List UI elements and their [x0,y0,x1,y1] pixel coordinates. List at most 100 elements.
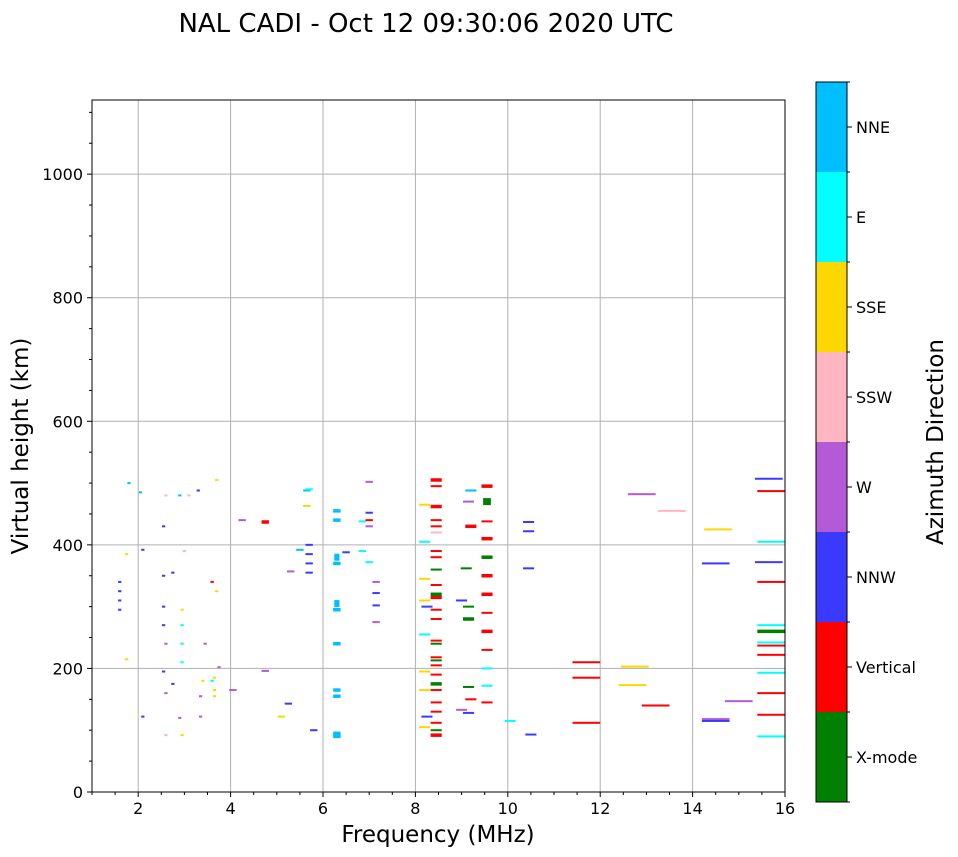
echo-mark-vertical [430,733,442,737]
echo-mark-vertical [430,595,442,600]
x-tick-label: 8 [410,799,420,818]
echo-mark-nne [334,600,340,608]
echo-mark-w [164,642,168,645]
echo-mark-nnw [701,719,730,722]
echo-mark-vertical [430,504,442,509]
echo-mark-w [164,692,168,695]
echo-mark-nnw [421,715,433,718]
echo-mark-vertical [430,673,442,676]
x-axis-label: Frequency (MHz) [341,822,534,848]
colorbar-segment-nne [816,82,847,172]
echo-mark-e [180,661,184,664]
echo-mark-nnw [161,670,166,673]
echo-mark-sse [618,684,647,687]
echo-mark-x-mode [481,555,493,559]
echo-mark-nne [333,694,341,698]
echo-mark-vertical [465,524,477,529]
colorbar-segment-w [816,442,847,532]
echo-mark-vertical [757,692,785,695]
echo-mark-nne [333,509,341,513]
echo-mark-nne [465,489,477,492]
echo-mark-w [627,493,656,496]
echo-mark-x-mode [430,659,442,662]
echo-mark-vertical [430,485,442,488]
echo-mark-vertical [430,656,442,659]
echo-mark-w [372,580,380,583]
y-axis-ticks: 0 200 400 600 800 1000 [42,111,92,802]
echo-mark-x-mode [430,729,442,732]
echo-mark-vertical [481,574,493,578]
echo-mark-nnw [456,599,468,602]
echo-mark-e [419,540,431,543]
echo-mark-nne [333,734,341,739]
echo-mark-w [238,519,246,522]
echo-mark-nne [303,489,311,492]
echo-mark-nnw [305,553,313,556]
y-axis-label: Virtual height (km) [8,338,34,555]
colorbar-frame [815,81,848,803]
echo-mark-sse [419,503,431,506]
echo-mark-ssw [182,550,187,553]
echo-mark-vertical [481,648,493,651]
echo-mark-sse [212,676,217,679]
x-tick-label: 14 [682,799,702,818]
echo-mark-nnw [171,682,175,685]
echo-mark-vertical [430,689,442,692]
x-tick-label: 16 [775,799,795,818]
echo-mark-nne [333,518,341,522]
echo-mark-sse [180,734,184,737]
echo-mark-nnw [118,608,122,611]
echo-mark-nnw [462,711,475,714]
echo-mark-vertical [481,484,493,488]
echo-mark-nnw [161,525,166,528]
echo-mark-vertical [481,536,493,541]
colorbar-label: Azimuth Direction [923,339,949,545]
echo-mark-vertical [757,490,785,493]
echo-mark-e [358,550,366,553]
echo-mark-sse [215,590,219,593]
echo-mark-vertical [430,664,442,667]
y-tick-label: 0 [73,783,83,802]
echo-mark-w [701,718,730,721]
x-tick-label: 6 [318,799,328,818]
colorbar-label-sse: SSE [856,298,886,317]
echo-mark-x-mode [757,629,785,634]
echo-mark-sse [125,553,129,556]
colorbar-segment-ssw [816,352,847,442]
plot-background [92,100,785,792]
echo-mark-sse [180,608,184,611]
y-tick-label: 400 [52,536,83,555]
echo-mark-vertical [430,550,442,553]
echo-mark-nnw [196,489,200,492]
colorbar-segment-e [816,172,847,262]
echo-mark-sse [212,695,217,698]
echo-mark-sse [419,726,431,729]
echo-mark-x-mode [462,685,475,688]
echo-mark-vertical [430,478,442,482]
echo-mark-w [178,716,182,719]
echo-mark-nne [333,607,341,612]
echo-mark-w [198,695,203,698]
echo-mark-nnw [523,567,535,570]
colorbar-label-ssw: SSW [856,388,892,407]
colorbar-label-e: E [856,208,866,227]
echo-mark-sse [419,689,431,692]
echo-mark-nnw [284,702,293,705]
echo-mark-sse [704,528,732,531]
colorbar-label-x-mode: X-mode [856,748,917,767]
echo-mark-vertical [210,580,214,583]
echo-mark-e [757,671,785,674]
echo-mark-nnw [118,599,122,602]
echo-mark-nnw [523,520,535,523]
echo-mark-x-mode [430,568,442,571]
echo-mark-e [365,561,373,564]
echo-mark-x-mode [430,682,442,686]
echo-mark-x-mode [430,592,442,597]
echo-mark-x-mode [462,617,475,621]
echo-mark-nnw [141,715,145,718]
echo-marks [118,477,785,739]
echo-mark-ssw [657,509,686,512]
echo-mark-w [365,525,373,528]
echo-mark-nne [334,553,340,561]
